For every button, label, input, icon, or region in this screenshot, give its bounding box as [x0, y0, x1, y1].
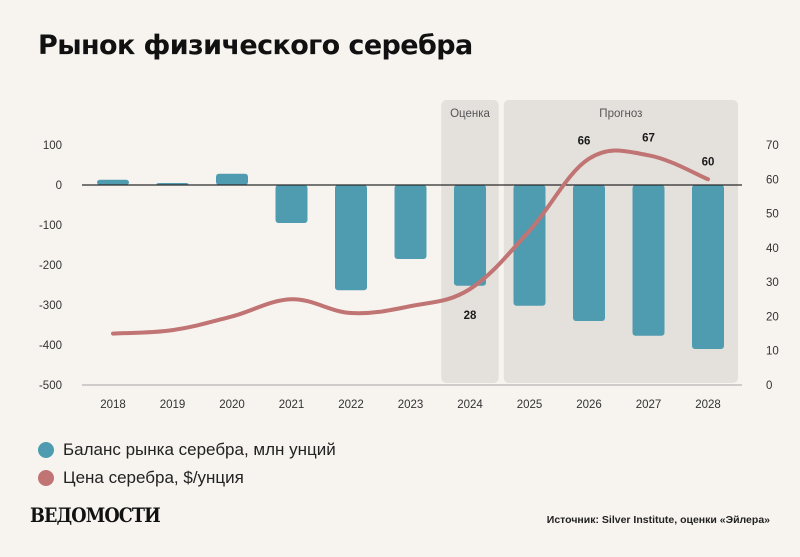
y-right-tick-label: 60 [766, 174, 779, 186]
x-tick-label: 2020 [219, 399, 245, 411]
source-note: Источник: Silver Institute, оценки «Эйле… [546, 514, 770, 526]
y-right-tick-label: 40 [766, 243, 779, 255]
y-left-tick-label: -100 [39, 220, 62, 232]
vedomosti-logo: ВЕДОМОСТИ [30, 503, 161, 527]
chart-title: Рынок физического серебра [38, 30, 473, 61]
bar-2027 [632, 185, 665, 336]
y-right-tick-label: 20 [766, 311, 779, 323]
legend-item-balance: Баланс рынка серебра, млн унций [38, 436, 336, 464]
legend-item-price: Цена серебра, $/унция [38, 464, 336, 492]
price-label-2026: 66 [578, 136, 591, 148]
bar-2022 [335, 185, 367, 291]
y-right-tick-label: 0 [766, 380, 772, 392]
legend-swatch-balance [38, 442, 54, 458]
y-right-tick-label: 30 [766, 277, 779, 289]
price-label-2028: 60 [702, 156, 715, 168]
bar-2020 [216, 173, 248, 185]
x-tick-label: 2026 [576, 399, 602, 411]
y-left-tick-label: -200 [39, 260, 62, 272]
price-line [111, 148, 710, 336]
bar-2026 [573, 185, 605, 321]
price-label-2024: 28 [464, 310, 477, 322]
bar-2023 [394, 185, 427, 259]
x-tick-label: 2027 [636, 399, 662, 411]
x-tick-label: 2022 [338, 399, 364, 411]
price-label-2027: 67 [642, 132, 655, 144]
y-left-tick-label: 100 [43, 140, 62, 152]
legend-swatch-price [38, 470, 54, 486]
y-right-tick-label: 10 [766, 346, 779, 358]
y-left-tick-label: -500 [39, 380, 62, 392]
bar-2018 [97, 179, 129, 185]
shaded-region-label-2: Прогноз [599, 108, 642, 120]
y-left-tick-label: -400 [39, 340, 62, 352]
x-tick-label: 2024 [457, 399, 483, 411]
legend: Баланс рынка серебра, млн унций Цена сер… [38, 436, 336, 492]
x-tick-label: 2018 [100, 399, 126, 411]
y-left-tick-label: 0 [56, 180, 62, 192]
x-tick-label: 2025 [517, 399, 543, 411]
bar-2024 [454, 185, 486, 286]
x-tick-label: 2019 [160, 399, 186, 411]
shaded-region-label-1: Оценка [450, 108, 490, 120]
x-tick-label: 2028 [695, 399, 721, 411]
legend-label-balance: Баланс рынка серебра, млн унций [63, 440, 336, 459]
shaded-region-2 [503, 100, 738, 383]
x-tick-label: 2023 [398, 399, 424, 411]
y-right-tick-label: 70 [766, 140, 779, 152]
legend-label-price: Цена серебра, $/унция [63, 468, 244, 487]
bar-2025 [513, 185, 546, 306]
bar-2028 [692, 185, 724, 349]
y-right-tick-label: 50 [766, 209, 779, 221]
bar-2021 [275, 185, 308, 223]
x-tick-label: 2021 [279, 399, 305, 411]
y-left-tick-label: -300 [39, 300, 62, 312]
